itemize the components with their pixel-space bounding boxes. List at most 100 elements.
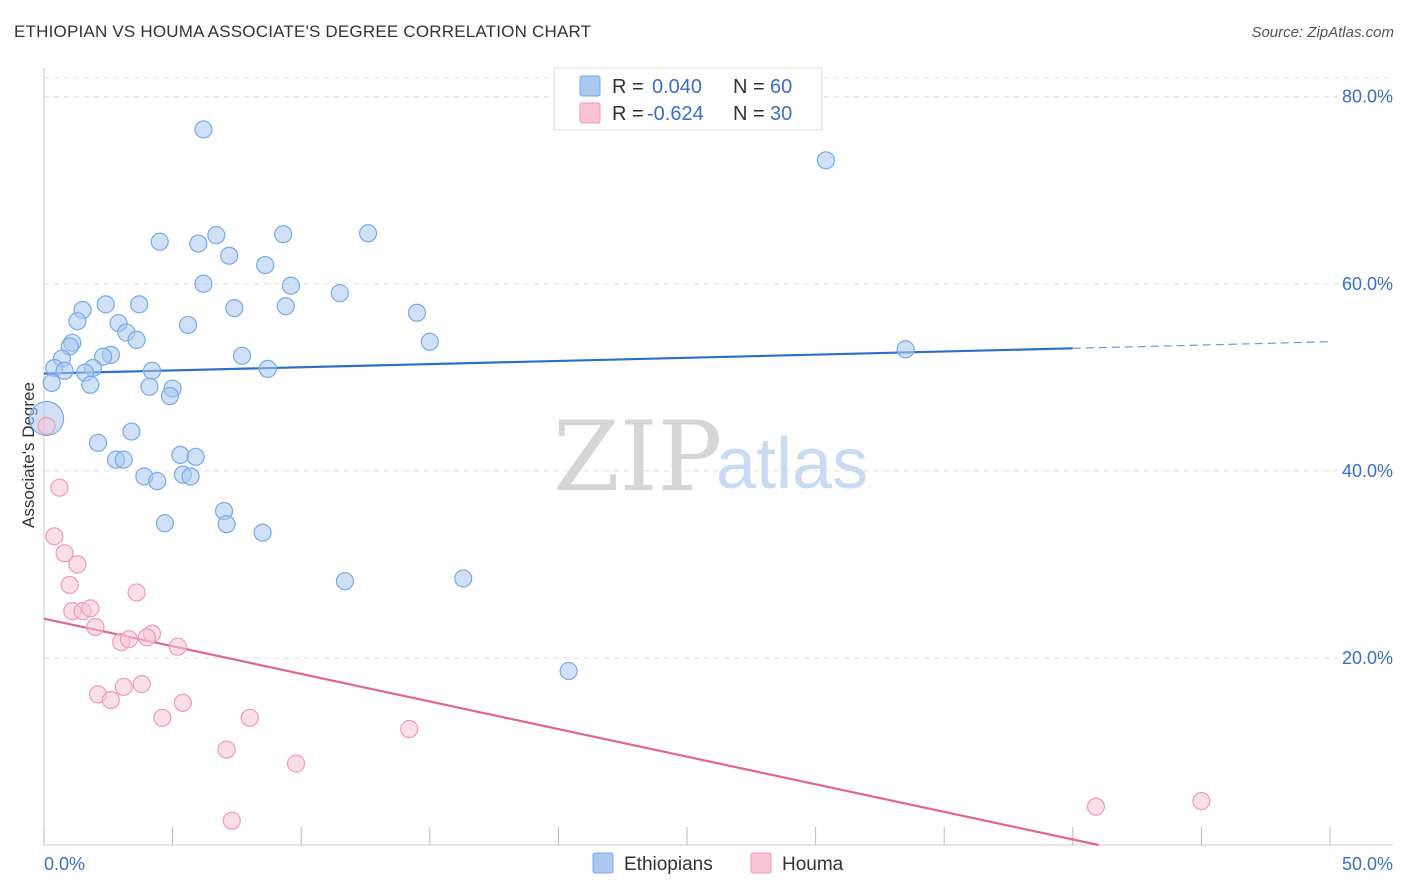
legend-swatch-houma bbox=[579, 102, 601, 124]
chart-title: ETHIOPIAN VS HOUMA ASSOCIATE'S DEGREE CO… bbox=[14, 22, 592, 41]
y-tick-label-60: 60.0% bbox=[1342, 274, 1393, 294]
legend-n-value-2: 30 bbox=[770, 103, 792, 125]
point-ethiopians bbox=[454, 569, 473, 588]
point-houma bbox=[1086, 797, 1106, 816]
series-legend: Ethiopians Houma bbox=[592, 852, 844, 875]
source-label: Source: ZipAtlas.com bbox=[1251, 24, 1394, 41]
point-ethiopians bbox=[253, 523, 272, 542]
legend-r-value-1: 0.040 bbox=[652, 76, 702, 98]
point-ethiopians bbox=[194, 274, 213, 293]
point-ethiopians bbox=[896, 340, 915, 359]
point-ethiopians bbox=[220, 246, 239, 265]
legend-r-label-2: R = bbox=[612, 103, 644, 125]
point-ethiopians bbox=[171, 445, 190, 465]
watermark-zip: ZIP bbox=[553, 401, 722, 513]
point-ethiopians bbox=[207, 226, 226, 245]
point-ethiopians bbox=[150, 232, 169, 251]
series-legend-swatch-ethiopians bbox=[592, 852, 614, 874]
point-ethiopians bbox=[420, 332, 439, 351]
point-ethiopians bbox=[122, 422, 141, 441]
point-houma bbox=[37, 416, 56, 436]
point-ethiopians bbox=[142, 361, 162, 380]
point-ethiopians bbox=[94, 347, 113, 366]
point-ethiopians bbox=[217, 515, 236, 534]
point-ethiopians bbox=[232, 346, 252, 365]
legend-n-label-2: N = bbox=[733, 103, 765, 125]
point-houma bbox=[127, 583, 146, 602]
point-ethiopians bbox=[88, 433, 108, 452]
watermark-atlas: atlas bbox=[716, 424, 868, 504]
point-ethiopians bbox=[68, 312, 87, 331]
point-houma bbox=[153, 708, 172, 727]
point-ethiopians bbox=[281, 276, 301, 295]
point-ethiopians bbox=[358, 224, 378, 243]
point-ethiopians bbox=[186, 447, 205, 466]
legend-r-label-1: R = bbox=[612, 76, 644, 98]
point-ethiopians bbox=[258, 359, 277, 378]
point-ethiopians bbox=[330, 284, 349, 303]
point-ethiopians bbox=[194, 120, 213, 139]
point-ethiopians bbox=[148, 472, 167, 491]
point-ethiopians bbox=[276, 297, 295, 316]
point-ethiopians bbox=[96, 295, 115, 314]
point-houma bbox=[286, 754, 306, 773]
series-legend-label-ethiopians: Ethiopians bbox=[624, 854, 713, 875]
point-houma bbox=[137, 628, 156, 647]
point-houma bbox=[68, 555, 87, 574]
point-ethiopians bbox=[178, 315, 198, 335]
point-ethiopians bbox=[189, 234, 208, 253]
trend-line-houma bbox=[43, 617, 1099, 847]
point-ethiopians bbox=[559, 661, 578, 681]
point-houma bbox=[114, 677, 133, 697]
point-ethiopians bbox=[130, 295, 149, 314]
point-houma bbox=[168, 637, 187, 656]
point-houma bbox=[240, 708, 259, 727]
y-tick-label-40: 40.0% bbox=[1342, 461, 1393, 481]
legend-r-value-2: -0.624 bbox=[647, 103, 704, 125]
legend-n-value-1: 60 bbox=[770, 76, 792, 98]
point-ethiopians bbox=[181, 467, 200, 486]
point-ethiopians bbox=[274, 225, 293, 244]
y-tick-label-20: 20.0% bbox=[1342, 648, 1393, 668]
point-ethiopians bbox=[140, 377, 159, 396]
point-ethiopians bbox=[155, 514, 174, 533]
point-ethiopians bbox=[256, 255, 275, 275]
axes bbox=[43, 68, 1393, 846]
trend-line-ethiopians bbox=[43, 347, 1073, 375]
point-ethiopians bbox=[55, 361, 74, 380]
point-ethiopians bbox=[114, 450, 133, 469]
point-ethiopians bbox=[160, 386, 180, 406]
legend-swatch-ethiopians bbox=[579, 75, 601, 97]
y-axis-label: Associate's Degree bbox=[19, 382, 38, 528]
legend-n-label-1: N = bbox=[733, 76, 765, 98]
point-ethiopians bbox=[816, 151, 835, 170]
point-houma bbox=[60, 575, 79, 595]
series-legend-label-houma: Houma bbox=[782, 854, 844, 875]
data-points bbox=[28, 120, 1211, 830]
series-legend-swatch-houma bbox=[750, 852, 772, 874]
point-houma bbox=[81, 599, 100, 618]
point-houma bbox=[119, 630, 138, 649]
point-houma bbox=[86, 617, 105, 637]
watermark: ZIP atlas bbox=[553, 401, 868, 513]
point-houma bbox=[50, 478, 69, 497]
x-tick-label-max: 50.0% bbox=[1342, 854, 1393, 874]
point-houma bbox=[222, 811, 241, 830]
point-houma bbox=[55, 544, 74, 563]
y-tick-labels: 20.0% 40.0% 60.0% 80.0% bbox=[1342, 87, 1393, 668]
point-ethiopians bbox=[407, 303, 427, 322]
point-houma bbox=[45, 527, 64, 546]
point-houma bbox=[101, 690, 120, 710]
y-tick-label-80: 80.0% bbox=[1342, 87, 1393, 107]
legend-box: R = 0.040 N = 60 R = -0.624 N = 30 bbox=[553, 67, 823, 131]
point-houma bbox=[132, 675, 151, 694]
x-tick-labels: 0.0% 50.0% bbox=[44, 854, 1393, 874]
x-tick-label-min: 0.0% bbox=[44, 854, 85, 874]
point-houma bbox=[217, 740, 236, 759]
point-ethiopians bbox=[42, 373, 61, 393]
point-ethiopians bbox=[81, 375, 100, 394]
point-ethiopians bbox=[225, 299, 244, 318]
point-ethiopians bbox=[127, 330, 146, 350]
trend-line-extension-ethiopians bbox=[1072, 341, 1331, 349]
